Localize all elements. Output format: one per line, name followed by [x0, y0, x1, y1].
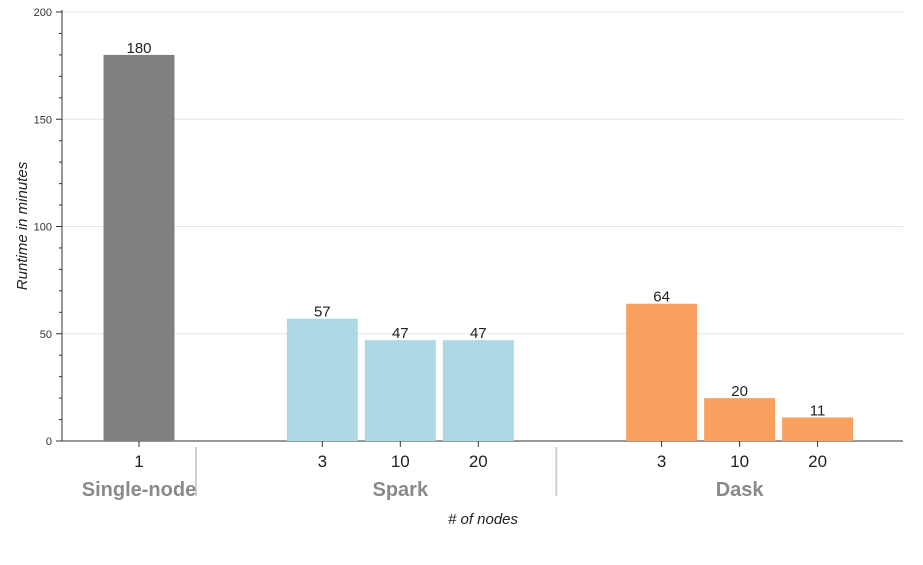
y-axis-title: Runtime in minutes	[14, 161, 31, 290]
bar-dask-20	[782, 417, 854, 441]
data-label-dask-10: 20	[731, 383, 748, 400]
y-tick-label-150: 150	[34, 114, 52, 126]
y-tick-label-200: 200	[34, 7, 52, 19]
data-label-spark-10: 47	[392, 325, 409, 342]
x-tick-label-dask-10: 10	[730, 452, 749, 471]
x-tick-label-single-node-1: 1	[134, 452, 143, 471]
x-tick-label-spark-3: 3	[318, 452, 327, 471]
group-label-single-node: Single-node	[82, 479, 196, 501]
bar-spark-3	[286, 318, 358, 441]
data-label-spark-20: 47	[470, 325, 487, 342]
labels: 0 50 100 150 200 180 1 57 3 47 10 47 20 64 3 20 10 11 20 Si…	[34, 7, 827, 501]
group-label-dask: Dask	[716, 479, 765, 501]
bar-dask-10	[704, 398, 776, 441]
x-tick-label-dask-20: 20	[808, 452, 827, 471]
bar-single-node-1	[103, 54, 175, 442]
y-tick-label-100: 100	[34, 222, 52, 234]
x-tick-label-spark-20: 20	[469, 452, 488, 471]
x-tick-label-dask-3: 3	[657, 452, 666, 471]
bar-spark-10	[364, 340, 436, 441]
group-label-spark: Spark	[373, 479, 429, 501]
bar-dask-3	[626, 303, 698, 441]
data-label-dask-3: 64	[653, 289, 670, 306]
bar-spark-20	[442, 340, 514, 441]
data-label-single-node-1: 180	[126, 40, 151, 57]
y-tick-label-0: 0	[46, 436, 52, 448]
data-label-dask-20: 11	[810, 402, 826, 419]
x-tick-label-spark-10: 10	[391, 452, 410, 471]
bars	[103, 54, 854, 442]
y-tick-label-50: 50	[40, 329, 52, 341]
data-label-spark-3: 57	[314, 304, 331, 321]
x-axis-title: # of nodes	[448, 511, 519, 528]
